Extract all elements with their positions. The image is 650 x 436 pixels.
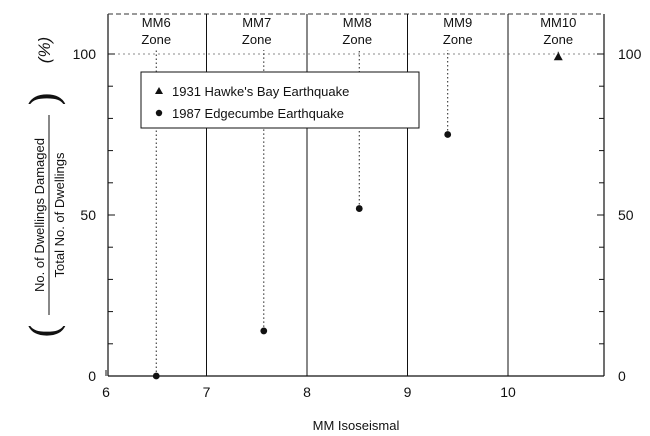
y-axis-denominator: Total No. of Dwellings xyxy=(52,152,67,277)
zone-labels: MM6 Zone MM7 Zone MM8 Zone MM9 Zone MM10 Zone xyxy=(141,15,576,47)
right-y-tick-label: 100 xyxy=(618,46,642,62)
legend-triangle-marker xyxy=(155,87,163,94)
zone-label-word: Zone xyxy=(543,32,573,47)
y-axis-unit: (%) xyxy=(35,37,54,63)
y-axis-paren-open: ( xyxy=(23,323,69,339)
legend-label-hawkes-bay: 1931 Hawke's Bay Earthquake xyxy=(172,84,349,99)
data-point-edgecumbe xyxy=(152,372,160,380)
left-y-tick-label: 100 xyxy=(73,46,97,62)
axis-ticks xyxy=(105,53,604,377)
y-axis-numerator: No. of Dwellings Damaged xyxy=(32,138,47,292)
zone-label-word: Zone xyxy=(443,32,473,47)
x-tick-label: 10 xyxy=(500,384,516,400)
zone-lines xyxy=(206,14,509,376)
x-axis-title: MM Isoseismal xyxy=(313,418,400,433)
y-axis-title: ( No. of Dwellings Damaged Total No. of … xyxy=(23,37,69,339)
zone-label-word: Zone xyxy=(342,32,372,47)
zone-label-name: MM8 xyxy=(343,15,372,30)
x-tick-label: 9 xyxy=(404,384,412,400)
zone-label-name: MM10 xyxy=(540,15,576,30)
data-point-edgecumbe xyxy=(355,205,363,212)
legend: 1931 Hawke's Bay Earthquake 1987 Edgecum… xyxy=(140,71,420,129)
data-point-edgecumbe xyxy=(444,131,452,138)
zone-label-name: MM9 xyxy=(443,15,472,30)
legend-box xyxy=(140,71,420,129)
x-tick-label: 8 xyxy=(303,384,311,400)
right-y-tick-label: 0 xyxy=(618,368,626,384)
zone-label-name: MM7 xyxy=(242,15,271,30)
zone-label-name: MM6 xyxy=(142,15,171,30)
zone-label-word: Zone xyxy=(242,32,272,47)
legend-label-edgecumbe: 1987 Edgecumbe Earthquake xyxy=(172,106,344,121)
data-points xyxy=(152,52,563,380)
x-tick-label: 6 xyxy=(102,384,110,400)
plot-frame xyxy=(107,13,605,377)
data-point-hawkes-bay xyxy=(553,52,563,61)
zone-label-word: Zone xyxy=(141,32,171,47)
left-y-tick-label: 50 xyxy=(80,207,96,223)
left-y-tick-label: 0 xyxy=(88,368,96,384)
x-tick-label: 7 xyxy=(203,384,211,400)
data-point-edgecumbe xyxy=(260,327,268,335)
right-y-tick-label: 50 xyxy=(618,207,634,223)
legend-circle-marker xyxy=(155,109,163,117)
y-axis-paren-close: ) xyxy=(23,91,69,107)
